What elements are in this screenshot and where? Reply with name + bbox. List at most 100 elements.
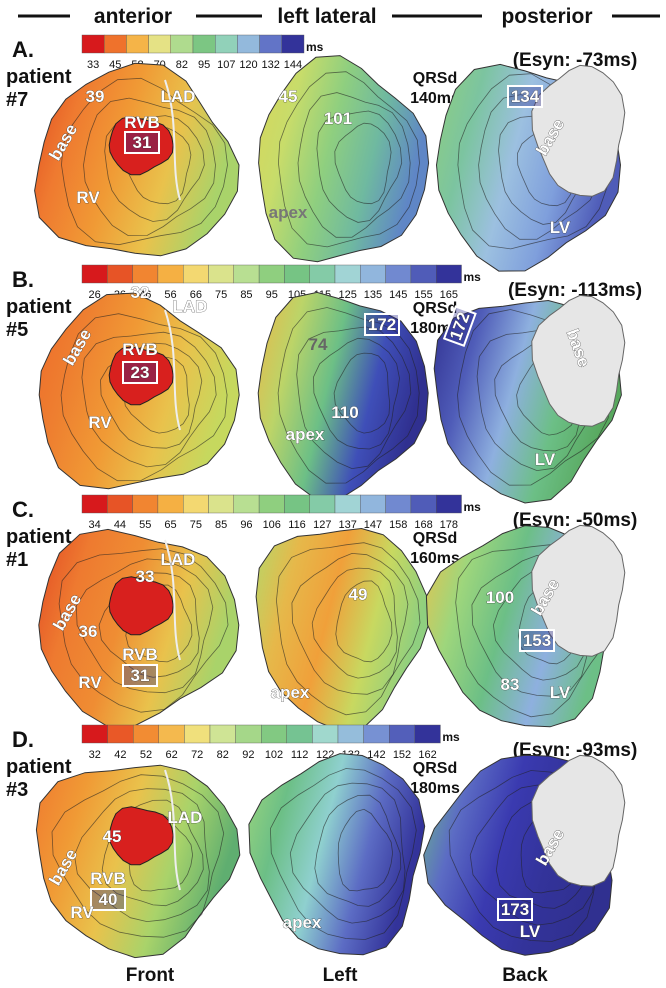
colorbar-swatch [410,494,437,514]
map-label: 101 [324,109,352,128]
isochrone [51,774,225,938]
map-label: 83 [501,675,520,694]
label-box [122,361,158,384]
map-label: apex [283,913,322,932]
isochrone [289,782,406,924]
panel-letter: C. [12,497,34,522]
colorbar-tick: 82 [176,59,188,71]
map-label: RV [70,903,94,922]
qrsd-value: 160ms [410,550,460,567]
colorbar-tick: 52 [140,749,152,761]
map-label: 74 [309,335,328,354]
colorbar-swatch [132,724,159,744]
colorbar-swatch [436,494,462,514]
colorbar-swatch [261,724,288,744]
isochrone [75,558,214,694]
colorbar-swatch [259,34,283,54]
map-label: LV [535,450,556,469]
colorbar-swatch [157,494,184,514]
colorbar-swatch [284,494,310,514]
colorbar-swatch [237,34,260,54]
isochrone [58,548,229,713]
colorbar-swatch [81,724,108,744]
colorbar-swatch [208,264,234,284]
colorbar-tick: 95 [198,59,210,71]
label-box [122,664,158,687]
esyn: (Esyn: -73ms) [513,50,638,71]
map-label: RVB [122,340,158,359]
map-label: 49 [349,585,368,604]
map-label: 40 [99,890,118,909]
colorbar-tick: 116 [288,519,306,531]
label-box [124,131,160,154]
colorbar-tick: 72 [191,749,203,761]
isochrone [311,567,398,679]
map-label: RV [76,188,100,207]
colorbar-swatch [281,34,305,54]
panel: C. patient#1 34 44 55 65 75 85 96 106 116 127 137 147… [6,494,637,732]
isochrone [269,768,417,940]
colorbar-tick: 96 [240,519,252,531]
map-label: LAD [168,808,203,827]
colorbar-swatch [337,724,364,744]
isochrone [104,115,205,222]
colorbar-swatch [182,494,209,514]
isochrone [333,352,391,434]
esyn: (Esyn: -113ms) [508,280,642,301]
isochrone [334,122,392,205]
colorbar-tick: 44 [114,519,126,531]
colorbar-swatch [107,494,133,514]
panel-letter: B. [12,267,34,292]
colorbar-swatch [233,264,260,284]
colorbar-swatch [107,264,133,284]
colorbar-tick: 65 [164,519,176,531]
patient-id: #5 [6,319,28,341]
isochrone [296,326,412,470]
colorbar-tick: 85 [215,519,227,531]
patient-label: patient [6,66,72,88]
colorbar-tick: 155 [414,289,432,301]
qrsd-value: 140ms [410,90,460,107]
view-label: Back [502,965,548,986]
colorbar-tick: 158 [389,519,407,531]
colorbar-swatch [107,724,134,744]
isochrone [101,799,204,907]
panel: A.patient#7334558708295107120132144ms(Es… [6,34,638,272]
colorbar-swatch [312,724,339,744]
colorbar-tick: 95 [266,289,278,301]
map-label: 31 [131,666,150,685]
patient-label: patient [6,756,72,778]
colorbar-swatch [126,34,149,54]
heart-map [258,55,430,263]
map-label: LV [550,218,571,237]
label-box [507,85,543,108]
colorbar-swatch [414,724,441,744]
map-label: 23 [131,363,150,382]
map-label: 45 [103,827,122,846]
map-label: 36 [79,622,98,641]
colorbar-tick: 145 [389,289,407,301]
map-label: apex [286,425,325,444]
colorbar-swatch [132,264,159,284]
colorbar-swatch [258,494,285,514]
heart-map [255,527,430,732]
colorbar-swatch [385,264,412,284]
colorbar-tick: 135 [364,289,382,301]
colorbar-swatch [132,494,159,514]
patient-label: patient [6,526,72,548]
map-label: 153 [523,631,551,650]
qrsd-value: 180ms [410,780,460,797]
colorbar-swatch [258,264,285,284]
map-label: RV [78,673,102,692]
map-label: LV [550,683,571,702]
colorbar-tick: 82 [217,749,229,761]
colorbar-tick: 102 [265,749,283,761]
map-label: 33 [136,567,155,586]
panel: B.patient#526364656667585951051151251351… [6,264,642,504]
isochrone [73,788,210,923]
colorbar-swatch [334,264,361,284]
colorbar-unit: ms [464,500,482,514]
column-header: left lateral [277,5,376,28]
patient-id: #3 [6,779,28,801]
colorbar-swatch [286,724,313,744]
